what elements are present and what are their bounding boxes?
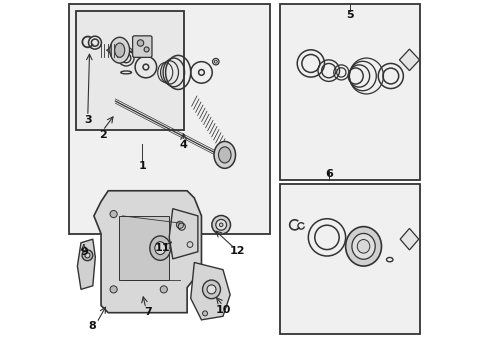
Ellipse shape	[214, 141, 235, 168]
Polygon shape	[399, 228, 418, 250]
Bar	[76, 12, 183, 130]
Text: 6: 6	[324, 169, 332, 179]
Text: 1: 1	[138, 161, 146, 171]
Circle shape	[160, 286, 167, 293]
Polygon shape	[399, 49, 419, 71]
Text: 3: 3	[84, 116, 91, 126]
Text: 12: 12	[229, 246, 244, 256]
Text: 4: 4	[179, 140, 187, 150]
Text: 11: 11	[155, 243, 170, 253]
Ellipse shape	[211, 216, 230, 234]
Bar	[119, 216, 169, 280]
Polygon shape	[169, 209, 198, 259]
Ellipse shape	[82, 250, 93, 261]
Circle shape	[202, 311, 207, 316]
Ellipse shape	[206, 285, 216, 294]
Ellipse shape	[345, 226, 381, 266]
Polygon shape	[77, 239, 95, 289]
FancyBboxPatch shape	[132, 36, 152, 57]
Ellipse shape	[85, 253, 90, 258]
Text: 2: 2	[99, 130, 106, 140]
Ellipse shape	[219, 223, 223, 226]
Ellipse shape	[357, 239, 369, 253]
Ellipse shape	[202, 280, 220, 299]
Ellipse shape	[110, 37, 129, 63]
Ellipse shape	[351, 233, 374, 259]
Ellipse shape	[115, 43, 124, 57]
Text: 8: 8	[88, 321, 96, 331]
Circle shape	[110, 211, 117, 218]
Text: 9: 9	[80, 247, 88, 257]
Text: 10: 10	[215, 305, 230, 315]
Ellipse shape	[218, 147, 230, 163]
Bar	[280, 4, 419, 180]
Bar	[69, 4, 269, 234]
Circle shape	[144, 47, 149, 52]
Ellipse shape	[215, 220, 226, 230]
Ellipse shape	[155, 242, 165, 255]
Circle shape	[110, 286, 117, 293]
Bar	[280, 184, 419, 334]
Polygon shape	[190, 262, 230, 320]
Polygon shape	[94, 191, 201, 313]
Text: 5: 5	[346, 10, 353, 20]
Ellipse shape	[149, 236, 170, 260]
Text: 7: 7	[144, 307, 152, 317]
Circle shape	[137, 40, 143, 46]
Circle shape	[176, 221, 183, 228]
